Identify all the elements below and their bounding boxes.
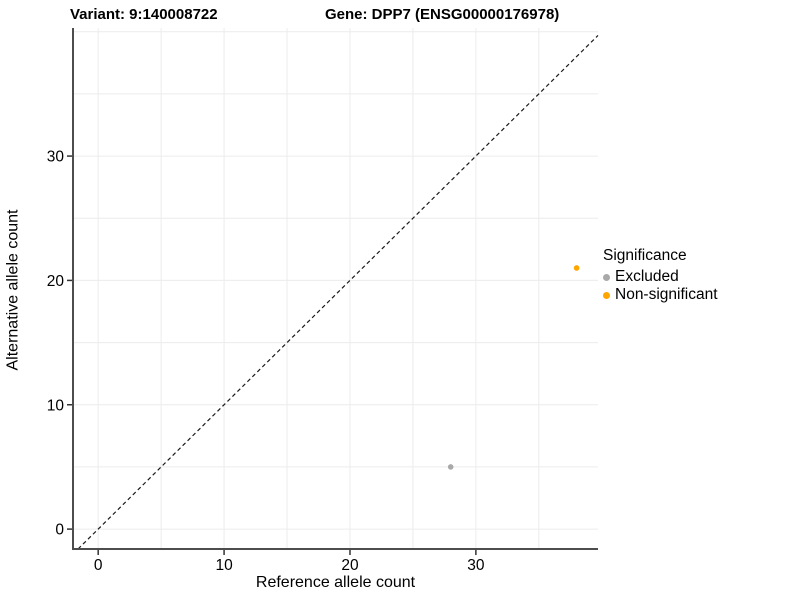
legend-key-dot [603, 273, 610, 281]
x-tick-label: 20 [341, 557, 359, 574]
y-tick-label: 0 [55, 522, 64, 539]
y-tick-label: 30 [47, 149, 65, 166]
x-axis-title: Reference allele count [255, 574, 416, 591]
legend-item-label: Non-significant [615, 286, 718, 303]
variant-title: Variant: 9:140008722 [70, 6, 218, 23]
x-tick-label: 0 [94, 557, 103, 574]
y-tick-label: 20 [47, 273, 65, 290]
y-axis-title: Alternative allele count [4, 209, 22, 371]
legend-items: Excluded Non-significant [603, 268, 798, 304]
identity-line [77, 35, 599, 550]
legend-item-label: Excluded [615, 268, 679, 285]
legend-title: Significance [603, 247, 687, 264]
legend: Significance Excluded Non-significant [603, 247, 798, 304]
data-point-excluded [447, 464, 454, 470]
legend-item-excluded: Excluded [603, 268, 798, 286]
legend-key-dot [603, 291, 610, 299]
x-tick-label: 30 [467, 557, 485, 574]
legend-item-non-significant: Non-significant [603, 286, 798, 304]
data-point-non-significant [573, 265, 580, 271]
x-tick-label: 10 [215, 557, 233, 574]
gene-title: Gene: DPP7 (ENSG00000176978) [325, 6, 560, 23]
y-tick-label: 10 [47, 397, 65, 414]
